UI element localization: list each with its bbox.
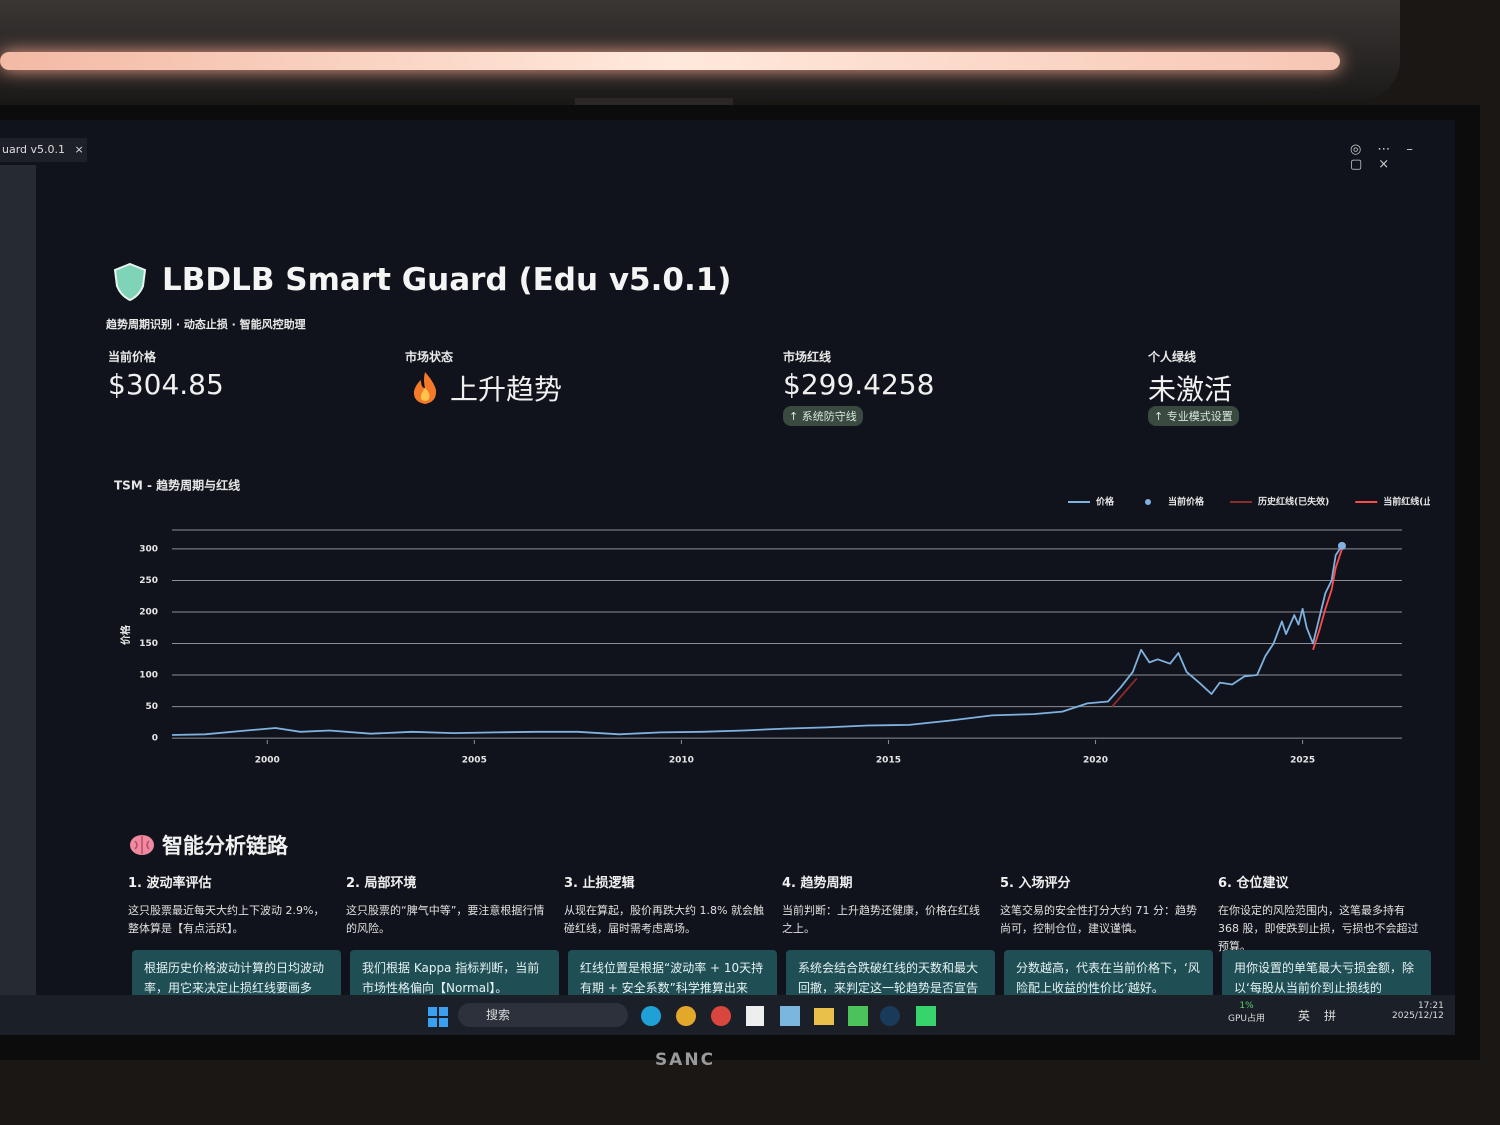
x-tick-label: 2005 xyxy=(462,756,487,766)
card-title: 3. 止损逻辑 xyxy=(564,876,635,891)
chart-title: TSM - 趋势周期与红线 xyxy=(114,478,240,493)
y-tick-label: 150 xyxy=(139,639,158,649)
metric-value: $304.85 xyxy=(108,368,224,401)
y-tick-label: 50 xyxy=(145,702,158,712)
gpu-label: GPU占用 xyxy=(1228,1014,1265,1024)
card-text: 当前判断：上升趋势还健康，价格在红线之上。 xyxy=(782,904,980,935)
screen: uard v5.0.1 × ◎⋯–▢× LBDLB Smart Guard (E… xyxy=(0,120,1455,1000)
app-title: LBDLB Smart Guard (Edu v5.0.1) xyxy=(162,262,732,298)
app-icons xyxy=(641,1006,936,1026)
card-note: 根据历史价格波动计算的日均波动率，用它来决定止损红线要画多远。 xyxy=(132,950,341,1000)
ime-item[interactable]: 英 xyxy=(1298,1009,1311,1023)
card-title: 1. 波动率评估 xyxy=(128,876,212,891)
card-note: 用你设置的单笔最大亏损金额，除以‘每股从当前价到止损线的 xyxy=(1222,950,1431,1000)
time: 17:21 xyxy=(1417,1001,1444,1011)
analysis-title: 智能分析链路 xyxy=(162,834,288,858)
x-tick-label: 2000 xyxy=(255,756,280,766)
shield-icon xyxy=(113,262,147,302)
series-line xyxy=(171,545,1343,736)
card-text: 这笔交易的安全性打分大约 71 分：趋势尚可，控制仓位，建议谨慎。 xyxy=(1000,904,1197,935)
brain-icon xyxy=(130,835,154,855)
start-button[interactable] xyxy=(428,1007,448,1027)
legend-label: 当前红线(止损参考) xyxy=(1383,496,1430,508)
taskbar-apps[interactable] xyxy=(640,1005,940,1031)
legend-label: 当前价格 xyxy=(1168,496,1205,508)
taskbar: 搜索 1% GPU占用 英拼 17:21 2025/12/12 xyxy=(0,995,1455,1035)
metric-value: 上升趋势 xyxy=(450,373,563,406)
card-title: 5. 入场评分 xyxy=(1000,876,1071,891)
fire-icon xyxy=(413,372,437,404)
chart: TSM - 趋势周期与红线价格日期 0 50 100 150 200 250 300 2000 2… xyxy=(114,478,1430,781)
y-tick-label: 250 xyxy=(139,576,158,586)
app-subtitle: 趋势周期识别 · 动态止损 · 智能风控助理 xyxy=(106,318,306,331)
card-title: 4. 趋势周期 xyxy=(782,876,853,891)
card-text: 从现在算起，股价再跌大约 1.8% 就会触碰红线，届时需考虑离场。 xyxy=(564,904,764,935)
y-axis-label: 价格 xyxy=(119,624,132,645)
x-tick-label: 2010 xyxy=(669,756,694,766)
window-controls[interactable]: ◎⋯–▢× xyxy=(1350,142,1429,172)
metric-label: 当前价格 xyxy=(108,350,157,364)
y-tick-label: 0 xyxy=(152,734,158,744)
series-line xyxy=(1312,549,1343,651)
card-note: 我们根据 Kappa 指标判断，当前市场性格偏向【Normal】。 xyxy=(350,950,559,1000)
browser-tab[interactable]: uard v5.0.1 × xyxy=(0,138,87,162)
metric-value: $299.4258 xyxy=(783,368,935,401)
x-tick-label: 2015 xyxy=(876,756,901,766)
metric-label: 市场状态 xyxy=(405,350,454,364)
lamp-light xyxy=(0,52,1340,70)
search-box[interactable]: 搜索 xyxy=(458,1003,628,1027)
metric-value: 未激活 xyxy=(1148,373,1233,406)
desk-lamp xyxy=(0,0,1400,100)
card-note: 红线位置是根据“波动率 + 10天持有期 + 安全系数”科学推算出来的。 xyxy=(568,950,777,1000)
card-title: 2. 局部环境 xyxy=(346,876,417,891)
clock: 17:21 2025/12/12 xyxy=(1392,1001,1444,1021)
search-text: 搜索 xyxy=(486,1008,511,1022)
y-tick-label: 300 xyxy=(139,544,158,554)
legend-swatch xyxy=(1145,499,1152,505)
y-tick-label: 100 xyxy=(139,671,158,681)
x-axis-label: 日期 xyxy=(817,779,837,780)
card-note: 系统会结合跌破红线的天数和最大回撤，来判定这一轮趋势是否宣告结束。 xyxy=(786,950,995,1000)
card-note: 分数越高，代表在当前价格下，‘风险配上收益的性价比’越好。 xyxy=(1004,950,1213,1000)
ime-indicators[interactable]: 英拼 xyxy=(1298,1007,1350,1024)
metric-badge: ↑ 专业模式设置 xyxy=(1148,406,1239,426)
date: 2025/12/12 xyxy=(1392,1011,1444,1021)
metric-label: 市场红线 xyxy=(783,350,832,364)
ime-item[interactable]: 拼 xyxy=(1324,1009,1337,1023)
card-text: 这只股票最近每天大约上下波动 2.9%，整体算是【有点活跃】。 xyxy=(128,904,325,935)
metric-label: 个人绿线 xyxy=(1148,350,1197,364)
card-text: 在你设定的风险范围内，这笔最多持有 368 股，即使跌到止损，亏损也不会超过预算… xyxy=(1218,904,1419,953)
gpu-value: 1% xyxy=(1239,1001,1254,1011)
legend-label: 历史红线(已失效) xyxy=(1258,496,1329,508)
card-text: 这只股票的“脾气中等”，要注意根据行情的风险。 xyxy=(346,904,545,935)
tab-title: uard v5.0.1 xyxy=(2,143,66,156)
x-tick-label: 2025 xyxy=(1290,756,1315,766)
x-tick-label: 2020 xyxy=(1083,756,1108,766)
sidebar xyxy=(0,165,36,1000)
current-price-marker xyxy=(1337,541,1346,550)
browser-topbar: uard v5.0.1 × ◎⋯–▢× xyxy=(0,130,1455,172)
metric-badge: ↑ 系统防守线 xyxy=(783,406,863,426)
legend-label: 价格 xyxy=(1096,496,1115,508)
gpu-usage: 1% GPU占用 xyxy=(1228,1001,1265,1024)
monitor-brand: SANC xyxy=(0,1050,1480,1070)
card-title: 6. 仓位建议 xyxy=(1218,876,1289,891)
y-tick-label: 200 xyxy=(139,607,158,617)
brand-text: SANC xyxy=(654,1050,716,1070)
